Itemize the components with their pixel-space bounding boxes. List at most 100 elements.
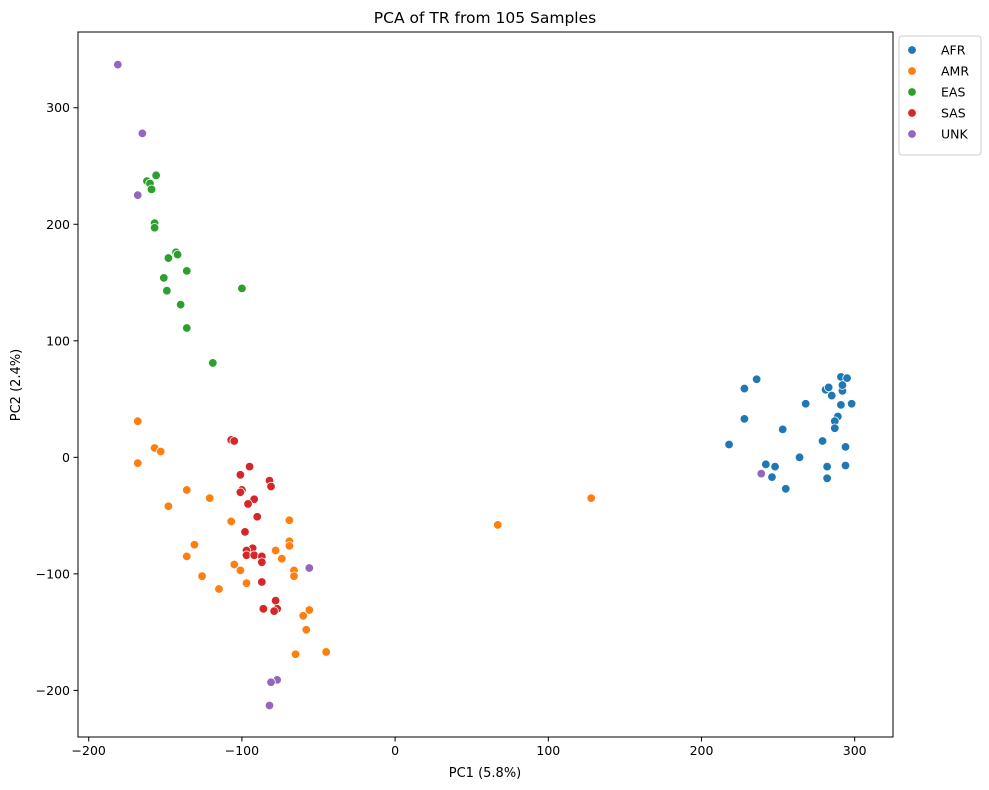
- legend-label-afr: AFR: [941, 43, 966, 58]
- data-point-afr: [751, 374, 762, 384]
- data-point-afr: [794, 452, 805, 463]
- legend-marker-eas: [907, 87, 917, 97]
- data-point-amr: [182, 551, 192, 562]
- data-point-unk: [113, 59, 123, 70]
- data-point-amr: [197, 571, 207, 581]
- series-afr: [724, 372, 857, 494]
- data-point-amr: [229, 559, 239, 570]
- data-point-unk: [133, 190, 143, 200]
- data-point-sas: [249, 550, 259, 560]
- x-axis: −200 −100 0 100 200 300: [72, 737, 867, 758]
- data-point-amr: [226, 516, 236, 527]
- data-point-amr: [270, 545, 281, 556]
- data-point-amr: [205, 493, 215, 503]
- data-point-eas: [172, 249, 183, 260]
- data-point-afr: [739, 414, 750, 424]
- data-point-amr: [241, 578, 252, 588]
- y-tick-label: 0: [62, 450, 70, 465]
- data-point-eas: [237, 283, 247, 294]
- data-point-eas: [175, 299, 186, 310]
- data-point-afr: [817, 436, 828, 446]
- data-point-afr: [846, 399, 857, 409]
- chart-title: PCA of TR from 105 Samples: [374, 9, 596, 27]
- data-point-unk: [137, 128, 148, 139]
- y-axis: −200 −100 0 100 200 300: [36, 100, 78, 698]
- data-point-afr: [840, 460, 851, 471]
- plot-frame: [77, 31, 894, 738]
- x-tick-label: 200: [690, 743, 714, 758]
- data-point-eas: [149, 223, 160, 233]
- y-axis-label: PC2 (2.4%): [9, 349, 24, 422]
- legend-label-sas: SAS: [941, 106, 966, 121]
- data-point-eas: [151, 170, 161, 181]
- data-point-afr: [739, 383, 750, 394]
- data-point-afr: [827, 390, 837, 401]
- data-point-amr: [284, 515, 295, 525]
- data-point-sas: [243, 499, 253, 509]
- data-point-amr: [156, 446, 166, 457]
- data-point-unk: [304, 563, 315, 573]
- legend-frame: [898, 35, 982, 156]
- legend-marker-sas: [907, 108, 917, 118]
- legend-label-eas: EAS: [941, 85, 965, 100]
- data-point-sas: [235, 487, 246, 497]
- data-point-eas: [159, 273, 169, 283]
- data-point-afr: [767, 472, 777, 482]
- data-point-eas: [162, 285, 172, 296]
- y-tick-label: −200: [36, 683, 70, 698]
- data-point-amr: [214, 584, 224, 594]
- data-point-amr: [586, 493, 596, 503]
- data-point-sas: [249, 494, 259, 504]
- x-tick-label: 100: [536, 743, 560, 758]
- data-point-sas: [270, 595, 281, 606]
- data-point-afr: [842, 373, 852, 383]
- data-point-afr: [781, 484, 791, 494]
- data-point-unk: [266, 677, 276, 687]
- data-point-sas: [269, 606, 279, 616]
- series-eas: [142, 170, 247, 368]
- data-point-amr: [163, 501, 174, 511]
- data-point-afr: [840, 442, 851, 452]
- y-tick-label: −100: [36, 566, 70, 581]
- series-sas: [226, 435, 282, 616]
- legend-label-unk: UNK: [941, 127, 968, 142]
- data-point-amr: [301, 625, 311, 635]
- x-tick-label: −100: [225, 743, 259, 758]
- data-point-sas: [257, 557, 267, 567]
- legend-marker-unk: [907, 129, 917, 139]
- data-point-amr: [277, 554, 287, 564]
- data-point-amr: [304, 605, 315, 615]
- legend: AFR AMR EAS SAS UNK: [898, 35, 982, 156]
- data-point-amr: [493, 520, 503, 530]
- data-point-afr: [761, 459, 771, 470]
- data-point-sas: [252, 512, 262, 522]
- data-point-eas: [163, 253, 174, 263]
- x-tick-label: −200: [72, 743, 106, 758]
- data-point-eas: [182, 266, 192, 276]
- x-tick-label: 0: [391, 743, 399, 758]
- data-point-unk: [756, 468, 766, 479]
- y-tick-label: 300: [46, 100, 70, 115]
- data-point-sas: [258, 604, 269, 614]
- series-unk: [113, 59, 766, 711]
- data-point-eas: [208, 358, 218, 368]
- y-tick-label: 100: [46, 333, 70, 348]
- data-point-sas: [235, 470, 246, 480]
- data-point-unk: [264, 700, 275, 711]
- x-axis-label: PC1 (5.8%): [449, 766, 522, 781]
- data-point-afr: [724, 439, 734, 450]
- data-point-afr: [822, 473, 832, 484]
- data-point-sas: [266, 481, 276, 492]
- data-point-afr: [830, 423, 840, 433]
- data-point-amr: [189, 540, 200, 550]
- data-point-amr: [182, 485, 192, 495]
- legend-label-amr: AMR: [941, 64, 969, 79]
- x-tick-label: 300: [843, 743, 867, 758]
- data-point-afr: [822, 461, 832, 472]
- data-point-sas: [244, 461, 255, 472]
- scatter-markers: [113, 59, 857, 711]
- data-point-amr: [133, 458, 143, 468]
- data-point-amr: [235, 565, 246, 576]
- data-point-afr: [823, 382, 834, 393]
- data-point-sas: [257, 577, 267, 587]
